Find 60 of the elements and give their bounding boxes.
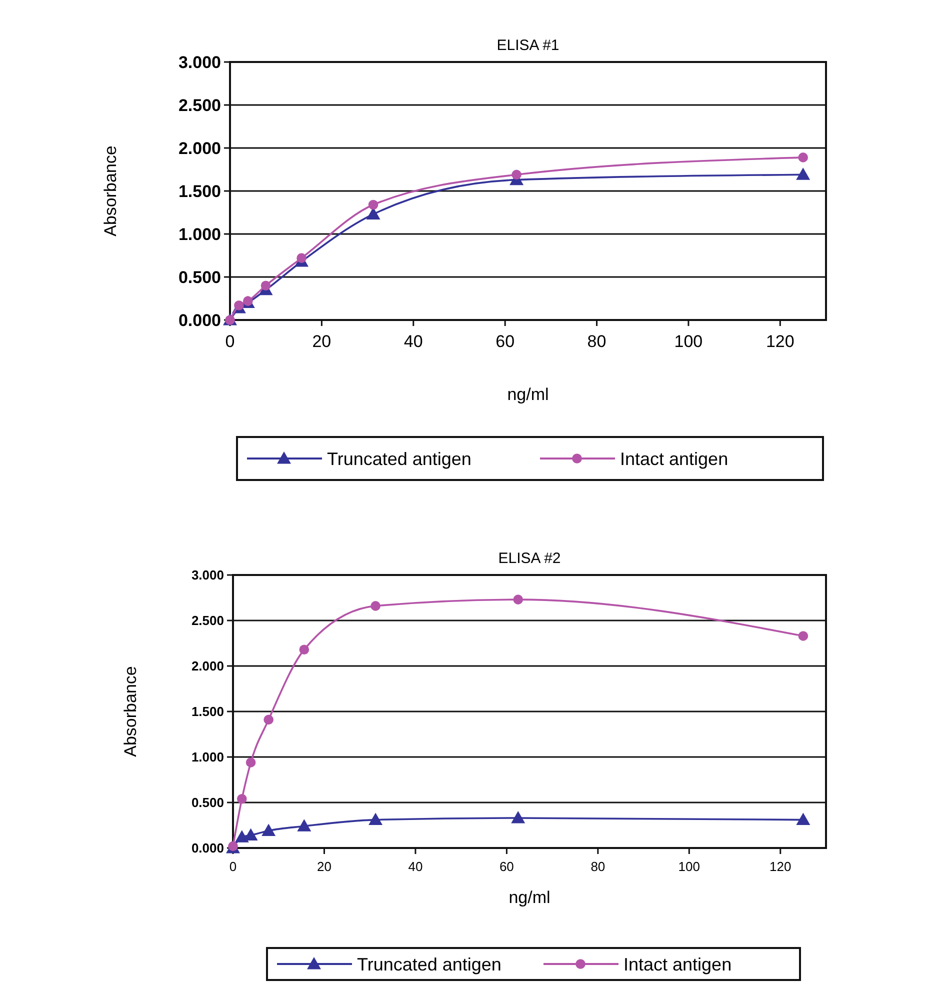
x-tick-label: 80 [590, 859, 606, 874]
y-tick-label: 2.000 [191, 658, 224, 674]
point [236, 794, 247, 804]
y-axis-title: Absorbance [101, 146, 120, 236]
point [244, 828, 258, 841]
point [368, 812, 383, 826]
point [242, 296, 253, 306]
point [234, 830, 249, 842]
x-tick-label: 0 [229, 859, 237, 874]
legend-label: Intact antigen [624, 954, 732, 974]
x-tick-label: 120 [770, 859, 792, 874]
point [264, 714, 274, 725]
point [511, 810, 526, 824]
point [798, 152, 808, 162]
x-axis-title: ng/ml [508, 888, 550, 907]
point [262, 824, 276, 836]
point [260, 280, 271, 290]
legend-label: Truncated antigen [357, 954, 502, 974]
x-tick-label: 40 [408, 859, 423, 874]
point [370, 601, 380, 611]
point [796, 168, 810, 180]
point [512, 170, 522, 180]
y-tick-label: 0.000 [178, 310, 221, 330]
y-tick-label: 2.500 [178, 96, 221, 115]
point [796, 812, 810, 826]
chart-title: ELISA #1 [496, 37, 560, 54]
x-tick-label: 120 [766, 332, 794, 351]
x-tick-label: 40 [404, 332, 423, 351]
x-tick-label: 0 [225, 332, 235, 351]
x-tick-label: 60 [496, 332, 515, 351]
legend-label: Truncated antigen [327, 448, 472, 469]
y-tick-label: 1.000 [178, 224, 221, 244]
x-tick-label: 100 [678, 859, 700, 874]
point [296, 253, 306, 263]
y-tick-label: 1.500 [191, 704, 224, 720]
point [297, 819, 312, 832]
point [246, 758, 256, 768]
x-tick-label: 20 [312, 332, 332, 351]
y-tick-label: 2.000 [178, 138, 221, 158]
y-axis-title: Absorbance [121, 666, 140, 757]
x-tick-label: 20 [316, 859, 332, 874]
legend-label: Intact antigen [620, 448, 728, 469]
point [299, 644, 310, 655]
y-tick-label: 0.500 [178, 268, 221, 287]
x-tick-label: 100 [674, 332, 703, 351]
point [234, 300, 244, 310]
y-tick-label: 3.000 [191, 568, 224, 583]
x-tick-label: 80 [587, 332, 606, 351]
y-tick-label: 2.500 [191, 613, 224, 628]
point [798, 631, 808, 641]
y-tick-label: 1.500 [178, 182, 221, 201]
chart-title: ELISA #2 [498, 550, 561, 567]
y-tick-label: 0.000 [191, 840, 224, 856]
x-tick-label: 60 [499, 859, 514, 874]
y-tick-label: 0.500 [191, 795, 224, 810]
point [513, 594, 523, 604]
y-tick-label: 1.000 [191, 750, 224, 765]
point [368, 200, 378, 210]
x-axis-title: ng/ml [507, 385, 549, 404]
y-tick-label: 3.000 [178, 52, 221, 72]
